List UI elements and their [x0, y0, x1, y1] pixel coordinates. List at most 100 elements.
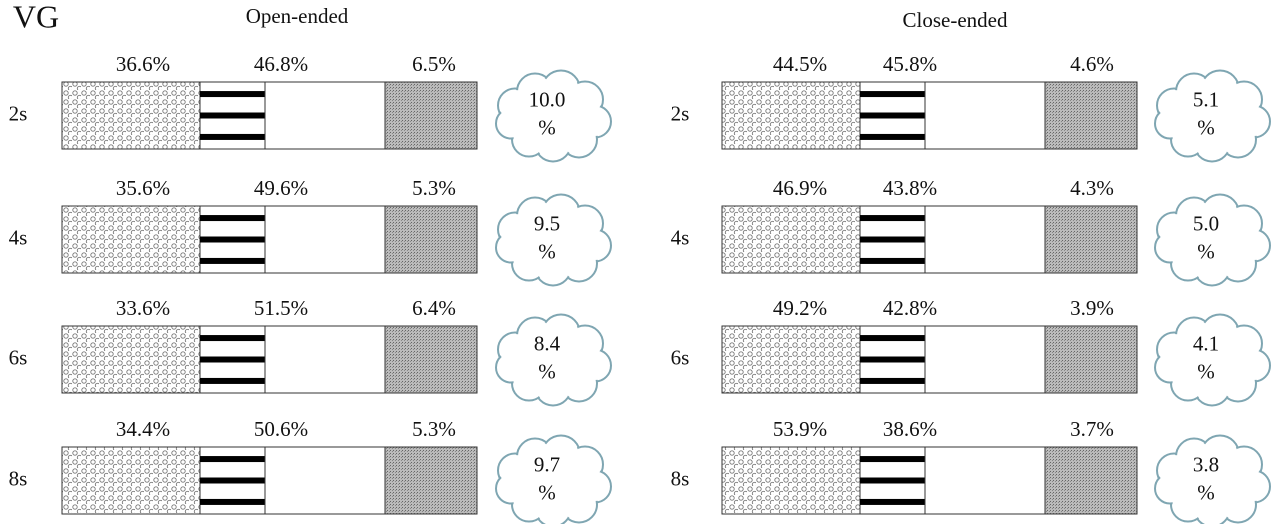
- segment-label: 51.5%: [254, 296, 308, 320]
- gray-segment: [1044, 81, 1138, 150]
- segment-label: 46.9%: [773, 176, 827, 200]
- row-label: 4s: [671, 225, 690, 249]
- dotted-segment: [721, 205, 861, 274]
- segment-label: 53.9%: [773, 417, 827, 441]
- gray-segment: [1044, 325, 1138, 394]
- cloud-value: 5.0: [1193, 211, 1219, 235]
- cloud-value: 10.0: [529, 87, 566, 111]
- cloud-value: 3.8: [1193, 452, 1219, 476]
- segment-label: 35.6%: [116, 176, 170, 200]
- stripe: [860, 257, 925, 264]
- row-label: 8s: [671, 466, 690, 490]
- stripe: [860, 236, 925, 243]
- cloud-core: [511, 333, 595, 386]
- stripe: [200, 133, 265, 140]
- cloud: [1154, 434, 1271, 524]
- stripe: [860, 133, 925, 140]
- cloud-core: [511, 213, 595, 266]
- segment-label: 49.6%: [254, 176, 308, 200]
- gray-segment: [384, 81, 478, 150]
- cloud-core: [511, 89, 595, 142]
- stripe: [200, 498, 265, 505]
- cloud-unit: %: [1197, 359, 1215, 383]
- cloud-value: 9.5: [534, 211, 560, 235]
- cloud: [1154, 193, 1271, 287]
- gray-segment: [384, 325, 478, 394]
- dotted-segment: [721, 325, 861, 394]
- segment-label: 5.3%: [412, 176, 456, 200]
- row-label: 4s: [9, 225, 28, 249]
- row-label: 2s: [671, 101, 690, 125]
- stripe: [200, 91, 265, 98]
- cloud: [1154, 69, 1271, 163]
- segment-label: 44.5%: [773, 52, 827, 76]
- cloud-unit: %: [538, 115, 556, 139]
- stripe: [860, 377, 925, 384]
- stripe: [860, 91, 925, 98]
- segment-label: 6.5%: [412, 52, 456, 76]
- cloud-unit: %: [538, 480, 556, 504]
- segment-label: 36.6%: [116, 52, 170, 76]
- dotted-segment: [61, 446, 201, 515]
- stripe: [860, 456, 925, 463]
- stripe: [200, 377, 265, 384]
- segment-label: 38.6%: [883, 417, 937, 441]
- cloud-core: [1170, 89, 1254, 142]
- row-label: 2s: [9, 101, 28, 125]
- stripe: [860, 335, 925, 342]
- segment-label: 42.8%: [883, 296, 937, 320]
- dotted-segment: [61, 81, 201, 150]
- cloud: [495, 69, 612, 163]
- gray-segment: [1044, 205, 1138, 274]
- gray-segment: [384, 205, 478, 274]
- cloud-value: 5.1: [1193, 87, 1219, 111]
- stripe: [200, 236, 265, 243]
- cloud-unit: %: [538, 359, 556, 383]
- dotted-segment: [721, 81, 861, 150]
- dotted-segment: [61, 205, 201, 274]
- stripe: [200, 477, 265, 484]
- cloud-value: 8.4: [534, 331, 561, 355]
- stripe: [860, 215, 925, 222]
- stripe: [200, 456, 265, 463]
- cloud-unit: %: [1197, 115, 1215, 139]
- segment-label: 43.8%: [883, 176, 937, 200]
- cloud: [1154, 313, 1271, 407]
- cloud-core: [1170, 454, 1254, 507]
- row-label: 8s: [9, 466, 28, 490]
- cloud-core: [1170, 333, 1254, 386]
- segment-label: 5.3%: [412, 417, 456, 441]
- cloud-core: [1170, 213, 1254, 266]
- segment-label: 49.2%: [773, 296, 827, 320]
- segment-label: 50.6%: [254, 417, 308, 441]
- stripe: [200, 215, 265, 222]
- cloud-unit: %: [1197, 480, 1215, 504]
- segment-label: 33.6%: [116, 296, 170, 320]
- cloud-unit: %: [1197, 239, 1215, 263]
- cloud: [495, 434, 612, 524]
- segment-label: 46.8%: [254, 52, 308, 76]
- gray-segment: [1044, 446, 1138, 515]
- cloud-unit: %: [538, 239, 556, 263]
- stripe: [200, 257, 265, 264]
- stripe: [200, 356, 265, 363]
- row-label: 6s: [9, 345, 28, 369]
- segment-label: 34.4%: [116, 417, 170, 441]
- segment-label: 45.8%: [883, 52, 937, 76]
- gray-segment: [384, 446, 478, 515]
- cloud-value: 9.7: [534, 452, 560, 476]
- row-label: 6s: [671, 345, 690, 369]
- segment-label: 4.6%: [1070, 52, 1114, 76]
- cloud: [495, 313, 612, 407]
- dotted-segment: [61, 325, 201, 394]
- stripe: [860, 477, 925, 484]
- cloud: [495, 193, 612, 287]
- stripe: [860, 498, 925, 505]
- segment-label: 3.7%: [1070, 417, 1114, 441]
- stripe: [860, 112, 925, 119]
- stripe: [200, 335, 265, 342]
- segment-label: 6.4%: [412, 296, 456, 320]
- panel-title: Close-ended: [903, 8, 1008, 32]
